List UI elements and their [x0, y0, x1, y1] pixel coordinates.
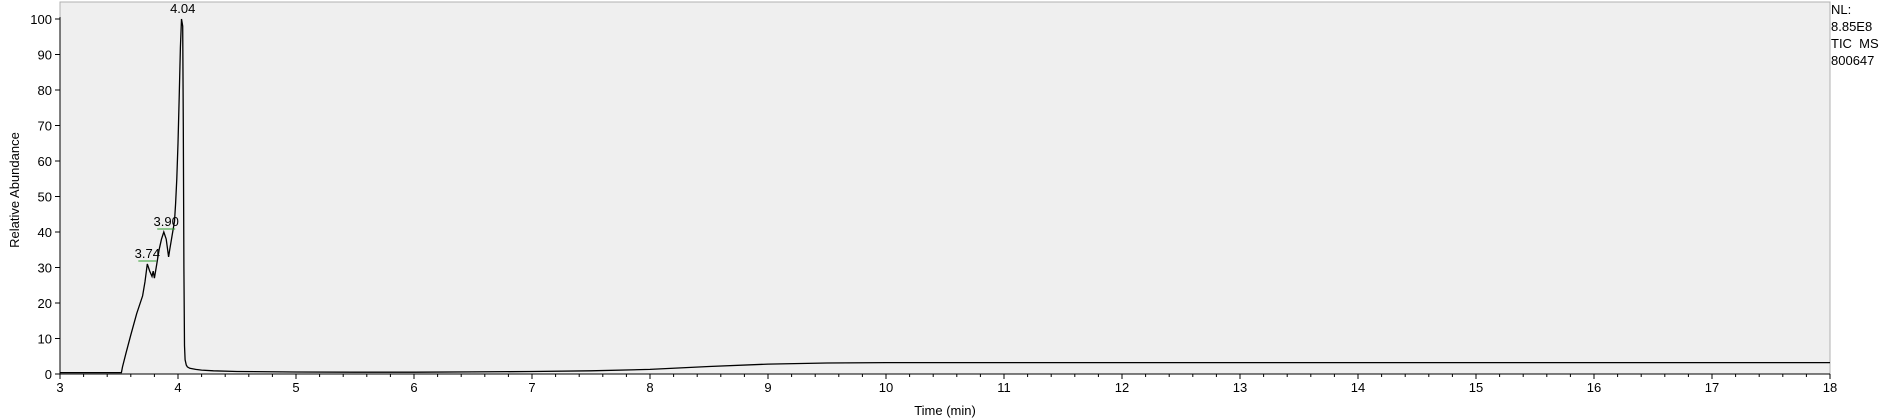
y-axis-title: Relative Abundance [7, 132, 22, 248]
x-tick-label: 5 [292, 380, 299, 395]
peak-label: 3.90 [154, 214, 179, 229]
x-tick-label: 8 [646, 380, 653, 395]
y-tick-label: 0 [45, 367, 52, 382]
peak-label: 4.04 [170, 1, 195, 16]
y-tick-label: 50 [38, 190, 52, 205]
x-tick-label: 18 [1823, 380, 1837, 395]
y-tick-label: 70 [38, 119, 52, 134]
x-tick-label: 12 [1115, 380, 1129, 395]
y-tick-label: 60 [38, 154, 52, 169]
x-tick-label: 13 [1233, 380, 1247, 395]
y-tick-label: 10 [38, 332, 52, 347]
x-tick-label: 17 [1705, 380, 1719, 395]
peak-labels: 3.74 3.90 4.04 [135, 1, 195, 262]
x-tick-label: 10 [879, 380, 893, 395]
plot-area [59, 1, 1831, 375]
nl-label: NL: [1831, 2, 1852, 17]
x-tick-label: 14 [1351, 380, 1365, 395]
sample-id: 800647 [1831, 53, 1875, 68]
y-axis: 0 10 20 30 40 50 60 70 80 90 100 [30, 12, 60, 382]
scan-type: TIC MS [1831, 36, 1879, 51]
y-tick-label: 20 [38, 296, 52, 311]
x-tick-label: 3 [56, 380, 63, 395]
normalization-info: NL: 8.85E8 TIC MS 800647 [1831, 1, 1879, 69]
x-axis: 3 4 5 6 7 8 9 10 11 12 13 14 15 16 17 18 [56, 374, 1837, 395]
y-tick-label: 40 [38, 225, 52, 240]
x-tick-label: 9 [764, 380, 771, 395]
y-tick-label: 80 [38, 83, 52, 98]
peak-label: 3.74 [135, 246, 160, 261]
x-tick-label: 6 [410, 380, 417, 395]
x-tick-label: 7 [528, 380, 535, 395]
x-tick-label: 4 [174, 380, 181, 395]
tic-trace-line [60, 18, 1830, 374]
x-tick-label: 11 [997, 380, 1011, 395]
nl-value: 8.85E8 [1831, 19, 1873, 34]
x-tick-label: 15 [1469, 380, 1483, 395]
y-tick-label: 100 [30, 12, 52, 27]
x-axis-title: Time (min) [914, 403, 976, 418]
y-tick-label: 90 [38, 48, 52, 63]
x-tick-label: 16 [1587, 380, 1601, 395]
y-tick-label: 30 [38, 261, 52, 276]
